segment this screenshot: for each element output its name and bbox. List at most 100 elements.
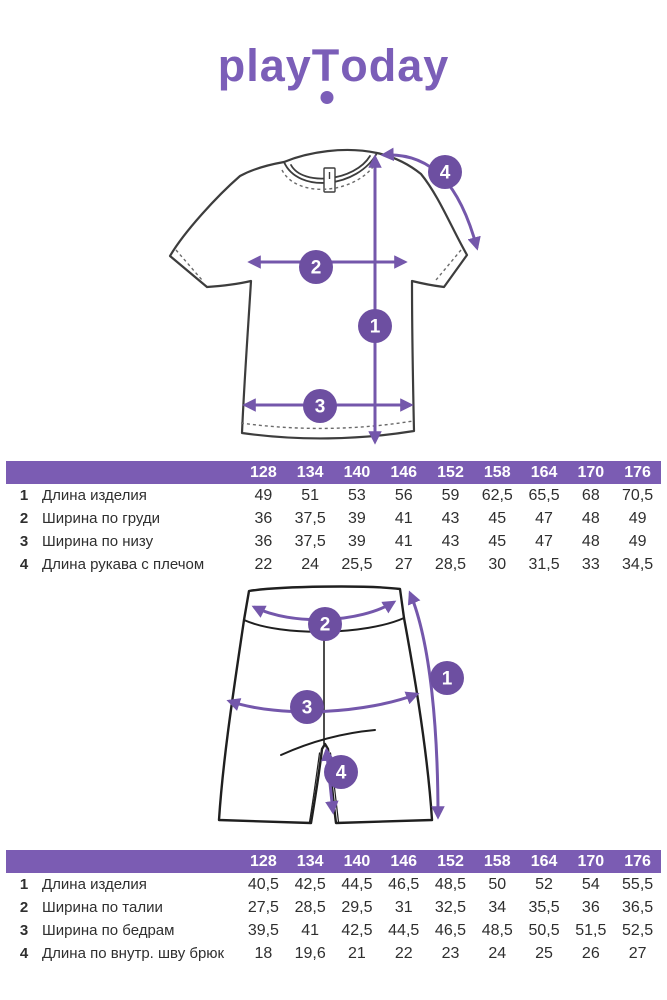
row-number: 4 <box>19 945 29 962</box>
cell-value: 47 <box>535 532 553 550</box>
size-col-header: 152 <box>437 852 464 870</box>
tshirt-svg: 1 2 3 4 <box>168 147 481 445</box>
cell-value: 28,5 <box>434 555 467 573</box>
row-label: Длина по внутр. шву брюк <box>42 945 225 962</box>
cell-value: 46,5 <box>434 921 467 939</box>
cell-value: 50 <box>488 875 507 893</box>
svg-text:3: 3 <box>315 397 326 418</box>
table-row: 4 Длина рукава с плечом 22 24 25,5 27 28… <box>6 553 661 576</box>
size-col-header: 164 <box>530 463 558 481</box>
cell-value: 56 <box>394 486 413 504</box>
tshirt-size-table: 128 134 140 146 152 158 164 170 176 1 Дл… <box>6 461 661 576</box>
cell-value: 24 <box>488 944 507 962</box>
cell-value: 27 <box>628 944 647 962</box>
size-col-header: 158 <box>483 463 511 481</box>
cell-value: 48,5 <box>434 875 467 893</box>
size-col-header: 170 <box>577 463 605 481</box>
shorts-measure-arrow-3 <box>226 691 420 714</box>
cell-value: 36 <box>254 509 273 527</box>
cell-value: 41 <box>301 921 320 939</box>
row-number: 2 <box>19 510 29 527</box>
cell-value: 48 <box>581 532 600 550</box>
tshirt-stitch-lines <box>175 158 462 430</box>
cell-value: 53 <box>348 486 366 504</box>
brand-logo: playT oday <box>0 40 667 104</box>
row-number: 3 <box>19 533 29 550</box>
cell-value: 37,5 <box>294 509 326 527</box>
cell-value: 70,5 <box>622 486 654 504</box>
size-col-header: 146 <box>390 852 418 870</box>
size-header-row: 128 134 140 146 152 158 164 170 176 <box>6 461 661 484</box>
measure-badge-4: 4 <box>324 755 358 789</box>
cell-value: 44,5 <box>388 921 420 939</box>
cell-value: 54 <box>581 875 600 893</box>
cell-value: 30 <box>488 555 507 573</box>
cell-value: 36,5 <box>622 898 654 916</box>
measure-badge-4: 4 <box>428 155 462 189</box>
table-row: 2 Ширина по груди 36 37,5 39 41 43 45 47… <box>6 507 661 530</box>
row-label: Длина рукава с плечом <box>42 556 205 573</box>
row-label: Ширина по груди <box>42 510 161 527</box>
row-label: Ширина по бедрам <box>42 922 175 939</box>
tshirt-measure-badges: 1 2 3 4 <box>299 155 462 423</box>
logo-text-oday: oday <box>340 40 450 91</box>
size-col-header: 146 <box>390 463 418 481</box>
size-header-row: 128 134 140 146 152 158 164 170 176 <box>6 850 661 873</box>
size-col-header: 176 <box>624 852 651 870</box>
cell-value: 62,5 <box>481 486 513 504</box>
cell-value: 27 <box>394 555 413 573</box>
svg-text:4: 4 <box>440 163 451 184</box>
cell-value: 25 <box>535 944 553 962</box>
row-label: Длина изделия <box>42 876 147 893</box>
row-label: Длина изделия <box>42 487 147 504</box>
cell-value: 22 <box>394 944 413 962</box>
logo-dot-icon <box>320 91 334 104</box>
row-number: 4 <box>19 556 29 573</box>
row-label: Ширина по низу <box>42 533 154 550</box>
measure-badge-2: 2 <box>299 250 333 284</box>
shorts-measure-badges: 2 3 1 4 <box>290 607 464 789</box>
cell-value: 55,5 <box>622 875 654 893</box>
table-row: 3 Ширина по низу 36 37,5 39 41 43 45 47 … <box>6 530 661 553</box>
cell-value: 52,5 <box>622 921 654 939</box>
cell-value: 33 <box>581 555 600 573</box>
tshirt-diagram: 1 2 3 4 <box>0 130 667 455</box>
svg-text:3: 3 <box>302 698 313 719</box>
size-col-header: 176 <box>624 463 651 481</box>
shorts-svg: 2 3 1 4 <box>217 585 464 825</box>
cell-value: 59 <box>441 486 460 504</box>
cell-value: 31,5 <box>528 555 560 573</box>
cell-value: 39 <box>348 532 366 550</box>
cell-value: 28,5 <box>294 898 326 916</box>
cell-value: 46,5 <box>388 875 420 893</box>
size-col-header: 128 <box>250 463 277 481</box>
row-label: Ширина по талии <box>42 899 163 916</box>
cell-value: 40,5 <box>247 875 279 893</box>
row-number: 3 <box>19 922 29 939</box>
logo-letter-t: T <box>312 40 341 104</box>
cell-value: 51 <box>301 486 320 504</box>
cell-value: 24 <box>301 555 320 573</box>
cell-value: 43 <box>441 509 460 527</box>
cell-value: 31 <box>394 898 413 916</box>
cell-value: 34,5 <box>622 555 654 573</box>
table-row: 1 Длина изделия 40,5 42,5 44,5 46,5 48,5… <box>6 873 661 896</box>
cell-value: 39,5 <box>247 921 279 939</box>
table-row: 1 Длина изделия 49 51 53 56 59 62,5 65,5… <box>6 484 661 507</box>
cell-value: 39 <box>348 509 366 527</box>
row-number: 1 <box>19 487 29 504</box>
cell-value: 21 <box>348 944 366 962</box>
cell-value: 42,5 <box>341 921 373 939</box>
cell-value: 45 <box>488 532 507 550</box>
cell-value: 27,5 <box>247 898 279 916</box>
cell-value: 47 <box>535 509 553 527</box>
cell-value: 49 <box>254 486 273 504</box>
cell-value: 50,5 <box>528 921 560 939</box>
size-col-header: 140 <box>343 852 371 870</box>
svg-text:2: 2 <box>311 258 322 279</box>
cell-value: 23 <box>441 944 460 962</box>
cell-value: 51,5 <box>575 921 607 939</box>
cell-value: 19,6 <box>294 944 326 962</box>
cell-value: 49 <box>628 532 647 550</box>
